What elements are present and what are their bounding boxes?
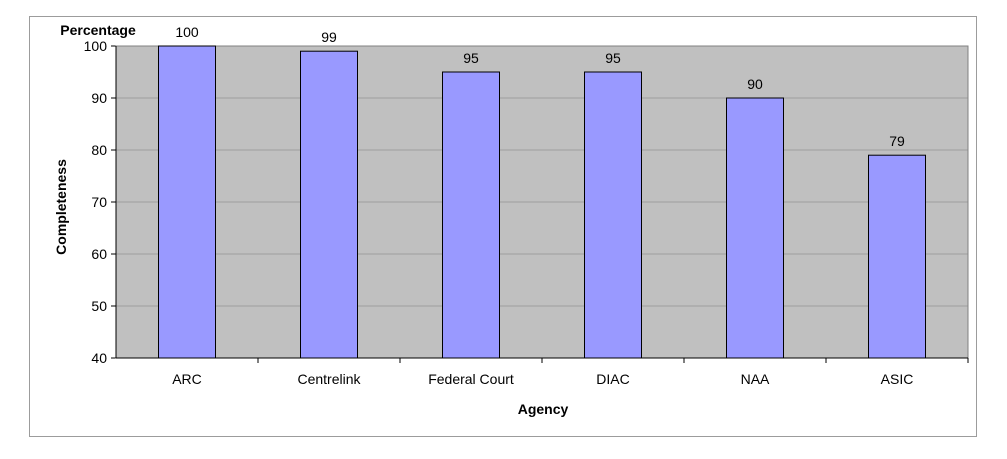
data-label: 100 bbox=[175, 24, 199, 40]
y-axis-unit-label: Percentage bbox=[60, 22, 136, 38]
bar bbox=[158, 45, 216, 359]
data-label: 95 bbox=[605, 50, 621, 66]
bar bbox=[300, 50, 358, 359]
x-tick-label: Centrelink bbox=[297, 371, 361, 387]
y-tick-label: 50 bbox=[91, 298, 107, 314]
x-axis-title: Agency bbox=[518, 401, 569, 417]
x-tick-label: ARC bbox=[172, 371, 202, 387]
bar bbox=[584, 71, 642, 359]
data-label: 99 bbox=[321, 29, 337, 45]
y-axis-title: Completeness bbox=[53, 159, 69, 255]
x-tick-label: NAA bbox=[741, 371, 770, 387]
x-tick-label: Federal Court bbox=[428, 371, 514, 387]
data-label: 79 bbox=[889, 133, 905, 149]
data-label: 90 bbox=[747, 76, 763, 92]
y-tick-label: 80 bbox=[91, 142, 107, 158]
y-tick-label: 90 bbox=[91, 90, 107, 106]
bar bbox=[442, 71, 500, 359]
bar bbox=[726, 97, 784, 359]
x-tick-label: DIAC bbox=[596, 371, 629, 387]
y-tick-label: 70 bbox=[91, 194, 107, 210]
bar bbox=[868, 154, 926, 359]
y-tick-label: 100 bbox=[84, 38, 108, 54]
data-label: 95 bbox=[463, 50, 479, 66]
x-tick-label: ASIC bbox=[881, 371, 914, 387]
y-tick-label: 60 bbox=[91, 246, 107, 262]
plot-area: 40 50 60 70 80 90 100 100 ARC 99 Centrelink 95 Feder… bbox=[84, 24, 969, 387]
y-tick-label: 40 bbox=[91, 350, 107, 366]
